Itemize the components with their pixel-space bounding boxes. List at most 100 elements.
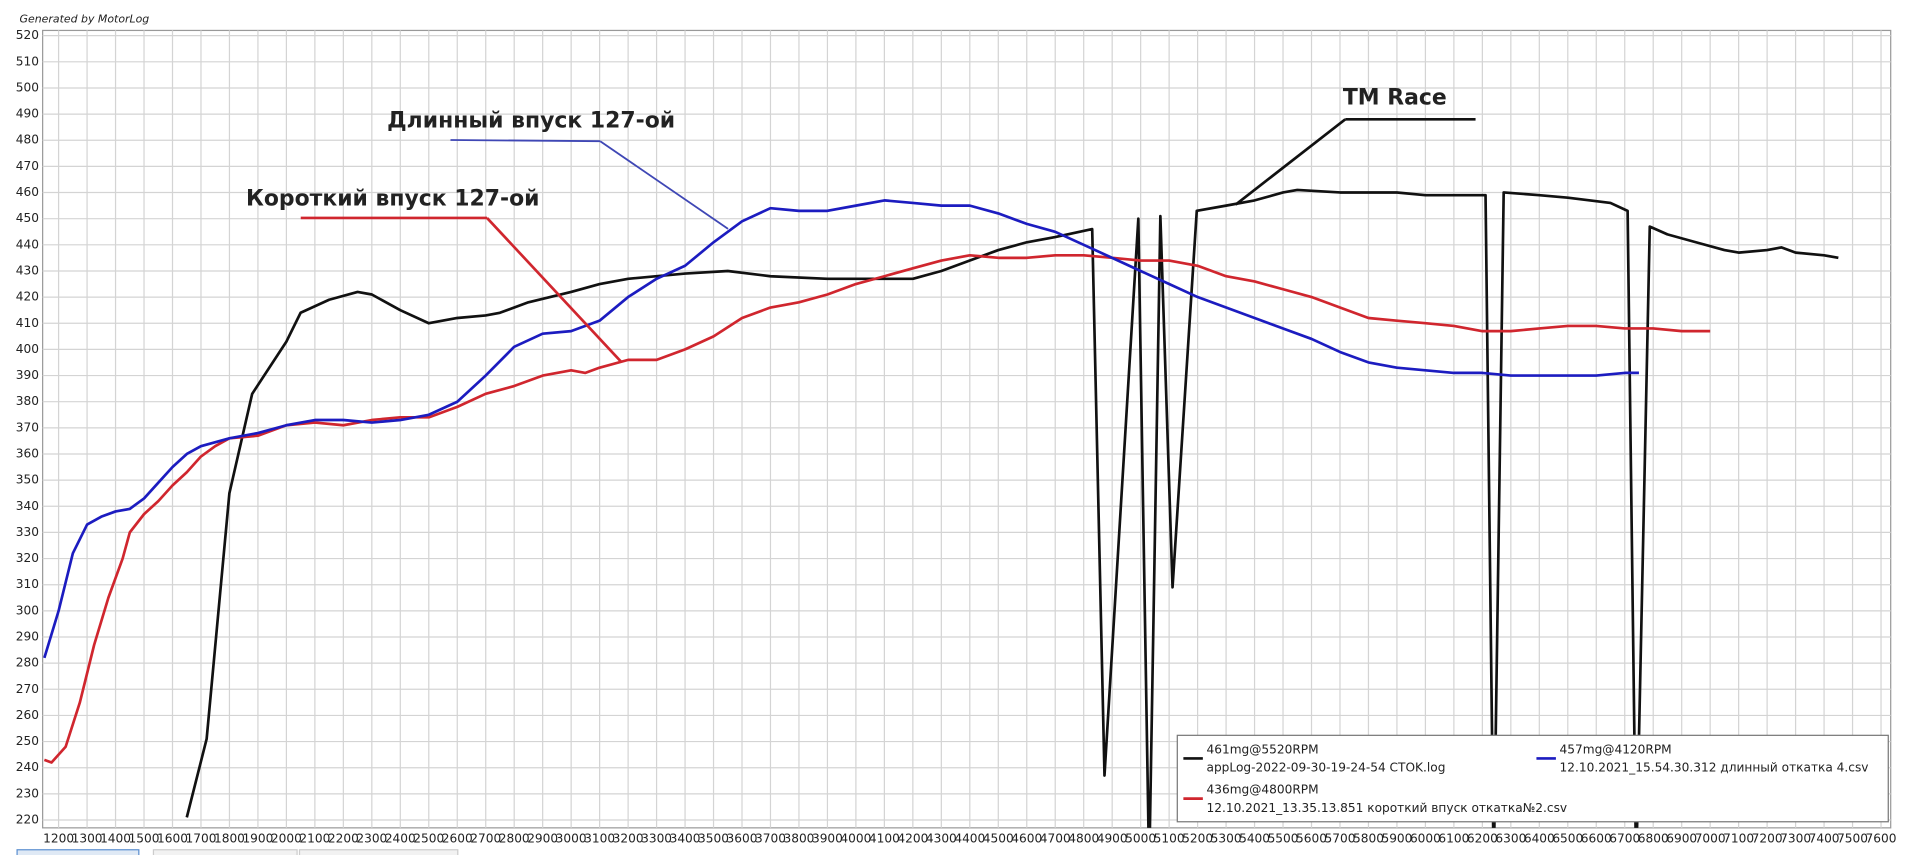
x-tick-label: 2000 xyxy=(271,831,302,845)
y-tick-label: 250 xyxy=(16,734,39,748)
y-tick-label: 480 xyxy=(16,133,39,147)
y-tick-label: 410 xyxy=(16,316,39,330)
x-tick-label: 4800 xyxy=(1068,831,1099,845)
x-tick-label: 2500 xyxy=(413,831,444,845)
annotation: Короткий впуск 127-ой xyxy=(246,187,540,212)
y-tick-label: 350 xyxy=(16,473,39,487)
x-tick-label: 1300 xyxy=(72,831,103,845)
x-tick-label: 1200 xyxy=(43,831,74,845)
x-tick-label: 2100 xyxy=(299,831,330,845)
x-tick-label: 5400 xyxy=(1239,831,1270,845)
x-tick-label: 3900 xyxy=(812,831,843,845)
x-tick-label: 7300 xyxy=(1780,831,1811,845)
x-tick-label: 6000 xyxy=(1410,831,1441,845)
x-tick-label: 5500 xyxy=(1268,831,1299,845)
y-tick-label: 400 xyxy=(16,342,39,356)
x-tick-label: 1600 xyxy=(157,831,188,845)
y-tick-label: 370 xyxy=(16,420,39,434)
y-tick-label: 360 xyxy=(16,446,39,460)
x-tick-label: 6200 xyxy=(1467,831,1498,845)
legend-file: 12.10.2021_13.35.13.851 короткий впуск о… xyxy=(1207,801,1568,815)
annotation-leader xyxy=(599,140,729,230)
legend-box xyxy=(1176,734,1889,823)
x-tick-label: 4900 xyxy=(1097,831,1128,845)
x-tick-label: 5300 xyxy=(1211,831,1242,845)
annotation-leader xyxy=(486,217,622,363)
x-tick-label: 7100 xyxy=(1723,831,1754,845)
x-tick-label: 2400 xyxy=(385,831,416,845)
y-tick-label: 290 xyxy=(16,629,39,643)
x-tick-label: 6700 xyxy=(1609,831,1640,845)
y-tick-label: 260 xyxy=(16,708,39,722)
legend-label: 457mg@4120RPM xyxy=(1560,742,1672,756)
x-tick-label: 5000 xyxy=(1125,831,1156,845)
x-tick-label: 1800 xyxy=(214,831,245,845)
x-tick-label: 6400 xyxy=(1524,831,1555,845)
x-tick-label: 4300 xyxy=(926,831,957,845)
x-tick-label: 1400 xyxy=(100,831,131,845)
x-tick-label: 3400 xyxy=(670,831,701,845)
annotation-leader xyxy=(1234,118,1347,206)
x-tick-label: 6600 xyxy=(1581,831,1612,845)
x-tick-label: 7400 xyxy=(1809,831,1840,845)
x-tick-label: 4700 xyxy=(1040,831,1071,845)
y-tick-label: 500 xyxy=(16,80,39,94)
y-tick-label: 520 xyxy=(16,28,39,42)
x-tick-label: 2700 xyxy=(470,831,501,845)
x-tick-label: 3600 xyxy=(727,831,758,845)
legend-file: appLog-2022-09-30-19-24-54 CTOK.log xyxy=(1207,761,1446,775)
x-tick-label: 3000 xyxy=(556,831,587,845)
x-tick-label: 6800 xyxy=(1638,831,1669,845)
plot-area xyxy=(42,29,1892,829)
y-tick-label: 420 xyxy=(16,290,39,304)
x-tick-label: 2800 xyxy=(499,831,530,845)
tab[interactable] xyxy=(298,849,459,855)
x-tick-label: 7200 xyxy=(1752,831,1783,845)
x-tick-label: 4400 xyxy=(954,831,985,845)
subtitle: Generated by MotorLog xyxy=(20,12,150,25)
tab[interactable] xyxy=(16,849,140,855)
y-tick-label: 490 xyxy=(16,107,39,121)
x-tick-label: 4200 xyxy=(897,831,928,845)
series-line xyxy=(43,253,1711,764)
annotation-leader xyxy=(450,139,601,143)
x-tick-label: 5700 xyxy=(1325,831,1356,845)
x-tick-label: 2200 xyxy=(328,831,359,845)
x-tick-label: 2300 xyxy=(356,831,387,845)
x-tick-label: 6100 xyxy=(1438,831,1469,845)
y-tick-label: 330 xyxy=(16,525,39,539)
x-tick-label: 5200 xyxy=(1182,831,1213,845)
x-tick-label: 1500 xyxy=(129,831,160,845)
x-tick-label: 6500 xyxy=(1552,831,1583,845)
y-tick-label: 320 xyxy=(16,551,39,565)
legend-label: 436mg@4800RPM xyxy=(1207,783,1319,797)
y-tick-label: 460 xyxy=(16,185,39,199)
y-tick-label: 270 xyxy=(16,682,39,696)
x-tick-label: 7000 xyxy=(1695,831,1726,845)
x-tick-label: 3300 xyxy=(641,831,672,845)
x-tick-label: 6300 xyxy=(1495,831,1526,845)
x-tick-label: 4500 xyxy=(983,831,1014,845)
annotation: Длинный впуск 127-ой xyxy=(387,109,675,134)
y-tick-label: 230 xyxy=(16,786,39,800)
y-tick-label: 280 xyxy=(16,656,39,670)
x-tick-label: 7500 xyxy=(1837,831,1868,845)
tab[interactable] xyxy=(152,849,298,855)
x-tick-label: 3700 xyxy=(755,831,786,845)
x-tick-label: 2900 xyxy=(527,831,558,845)
y-tick-label: 240 xyxy=(16,760,39,774)
x-tick-label: 4600 xyxy=(1011,831,1042,845)
legend-label: 461mg@5520RPM xyxy=(1207,742,1319,756)
legend-file: 12.10.2021_15.54.30.312 длинный откатка … xyxy=(1560,761,1869,775)
x-tick-label: 4000 xyxy=(840,831,871,845)
x-tick-label: 3100 xyxy=(584,831,615,845)
y-tick-label: 310 xyxy=(16,577,39,591)
series-line xyxy=(43,199,1639,659)
x-tick-label: 1900 xyxy=(242,831,273,845)
annotation: TM Race xyxy=(1343,86,1447,111)
y-tick-label: 300 xyxy=(16,603,39,617)
x-tick-label: 5900 xyxy=(1381,831,1412,845)
x-tick-label: 3200 xyxy=(613,831,644,845)
